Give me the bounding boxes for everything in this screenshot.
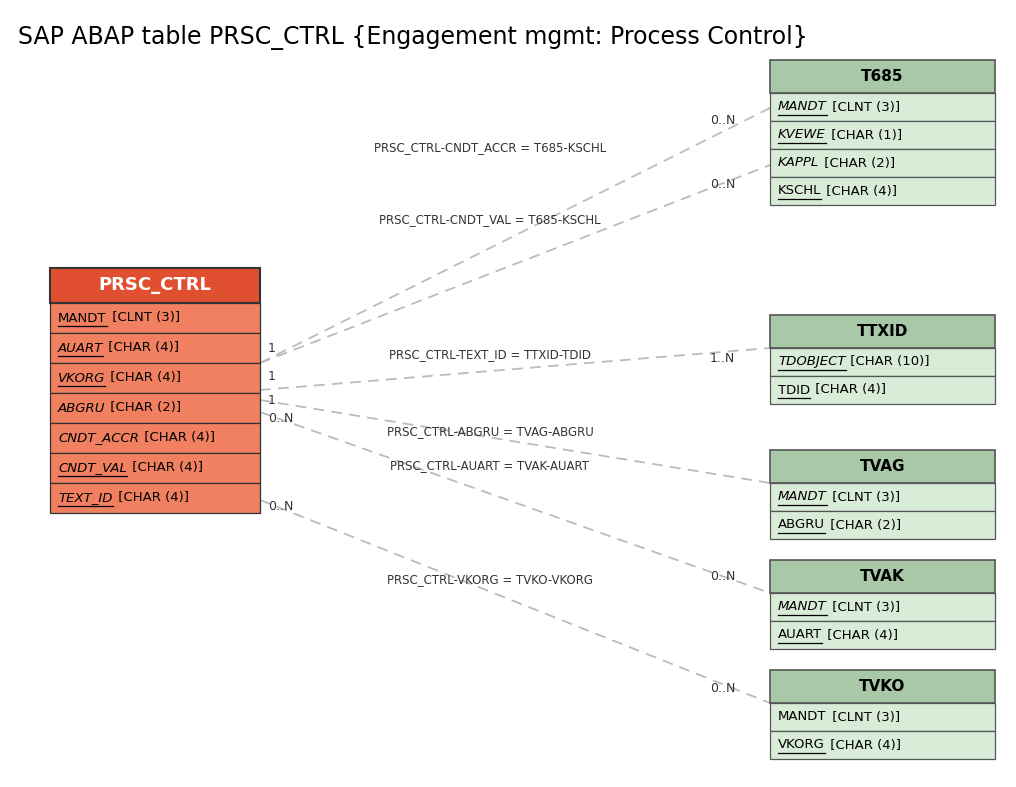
Text: [CHAR (4)]: [CHAR (4)] (140, 431, 215, 445)
Text: KSCHL: KSCHL (778, 184, 821, 198)
Text: TDID: TDID (778, 383, 810, 397)
Text: TEXT_ID: TEXT_ID (58, 492, 113, 504)
Bar (770, 483, 995, 511)
Text: MANDT: MANDT (778, 600, 827, 614)
Text: CNDT_ACCR: CNDT_ACCR (58, 431, 139, 445)
Text: [CHAR (4)]: [CHAR (4)] (105, 342, 180, 354)
Text: TTXID: TTXID (856, 324, 908, 339)
Text: MANDT: MANDT (58, 312, 107, 324)
Bar (50, 363, 260, 393)
Text: KVEWE: KVEWE (778, 128, 826, 142)
Text: 0..N: 0..N (710, 571, 736, 583)
Bar (770, 703, 995, 731)
Text: TVKO: TVKO (860, 679, 905, 694)
Text: 1: 1 (268, 342, 276, 354)
Bar (770, 560, 995, 593)
Text: [CLNT (3)]: [CLNT (3)] (828, 490, 900, 504)
Bar (770, 511, 995, 539)
Text: TVAK: TVAK (861, 569, 905, 584)
Bar (770, 121, 995, 149)
Bar (770, 177, 995, 205)
Text: TDOBJECT: TDOBJECT (778, 356, 845, 368)
Text: [CLNT (3)]: [CLNT (3)] (108, 312, 180, 324)
Text: MANDT: MANDT (778, 101, 827, 113)
Text: AUART: AUART (778, 629, 822, 641)
Text: CNDT_VAL: CNDT_VAL (58, 461, 127, 475)
Text: PRSC_CTRL: PRSC_CTRL (99, 276, 211, 294)
Bar (770, 315, 995, 348)
Text: [CHAR (4)]: [CHAR (4)] (107, 371, 182, 385)
Text: 1: 1 (268, 394, 276, 407)
Bar (770, 450, 995, 483)
Text: [CHAR (4)]: [CHAR (4)] (822, 184, 897, 198)
Text: PRSC_CTRL-ABGRU = TVAG-ABGRU: PRSC_CTRL-ABGRU = TVAG-ABGRU (387, 426, 593, 438)
Bar (770, 149, 995, 177)
Text: TVAG: TVAG (860, 459, 905, 474)
Text: [CHAR (10)]: [CHAR (10)] (846, 356, 930, 368)
Bar (50, 423, 260, 453)
Text: [CHAR (1)]: [CHAR (1)] (827, 128, 902, 142)
Text: PRSC_CTRL-CNDT_ACCR = T685-KSCHL: PRSC_CTRL-CNDT_ACCR = T685-KSCHL (374, 142, 607, 154)
Text: MANDT: MANDT (778, 490, 827, 504)
Text: ABGRU: ABGRU (58, 401, 106, 415)
Text: [CLNT (3)]: [CLNT (3)] (827, 711, 899, 723)
Bar (770, 348, 995, 376)
Bar (770, 60, 995, 93)
Text: [CHAR (2)]: [CHAR (2)] (826, 519, 901, 531)
Text: [CHAR (4)]: [CHAR (4)] (823, 629, 898, 641)
Bar (770, 593, 995, 621)
Bar (50, 453, 260, 483)
Text: SAP ABAP table PRSC_CTRL {Engagement mgmt: Process Control}: SAP ABAP table PRSC_CTRL {Engagement mgm… (18, 25, 808, 50)
Text: [CHAR (4)]: [CHAR (4)] (114, 492, 189, 504)
Text: PRSC_CTRL-TEXT_ID = TTXID-TDID: PRSC_CTRL-TEXT_ID = TTXID-TDID (389, 349, 591, 361)
Bar (770, 376, 995, 404)
Text: VKORG: VKORG (58, 371, 106, 385)
Text: T685: T685 (862, 69, 904, 84)
Bar (50, 483, 260, 513)
Text: KAPPL: KAPPL (778, 157, 819, 169)
Bar (50, 333, 260, 363)
Text: ABGRU: ABGRU (778, 519, 825, 531)
Bar (770, 621, 995, 649)
Text: 1..N: 1..N (710, 352, 736, 364)
Text: 0..N: 0..N (710, 179, 736, 191)
Bar (770, 670, 995, 703)
Bar (770, 93, 995, 121)
Bar (50, 268, 260, 303)
Bar (770, 731, 995, 759)
Text: [CHAR (2)]: [CHAR (2)] (820, 157, 895, 169)
Text: AUART: AUART (58, 342, 104, 354)
Text: [CHAR (4)]: [CHAR (4)] (826, 738, 901, 752)
Text: 1: 1 (268, 370, 276, 382)
Bar (50, 303, 260, 333)
Text: PRSC_CTRL-CNDT_VAL = T685-KSCHL: PRSC_CTRL-CNDT_VAL = T685-KSCHL (379, 213, 600, 227)
Text: PRSC_CTRL-AUART = TVAK-AUART: PRSC_CTRL-AUART = TVAK-AUART (390, 460, 589, 472)
Text: 0..N: 0..N (268, 412, 294, 424)
Text: MANDT: MANDT (778, 711, 826, 723)
Text: 0..N: 0..N (710, 113, 736, 127)
Text: PRSC_CTRL-VKORG = TVKO-VKORG: PRSC_CTRL-VKORG = TVKO-VKORG (387, 574, 593, 586)
Bar (50, 393, 260, 423)
Text: [CLNT (3)]: [CLNT (3)] (828, 101, 900, 113)
Text: VKORG: VKORG (778, 738, 825, 752)
Text: [CHAR (2)]: [CHAR (2)] (107, 401, 182, 415)
Text: [CHAR (4)]: [CHAR (4)] (811, 383, 886, 397)
Text: [CLNT (3)]: [CLNT (3)] (828, 600, 900, 614)
Text: 0..N: 0..N (710, 682, 736, 694)
Text: 0..N: 0..N (268, 501, 294, 513)
Text: [CHAR (4)]: [CHAR (4)] (128, 461, 203, 475)
